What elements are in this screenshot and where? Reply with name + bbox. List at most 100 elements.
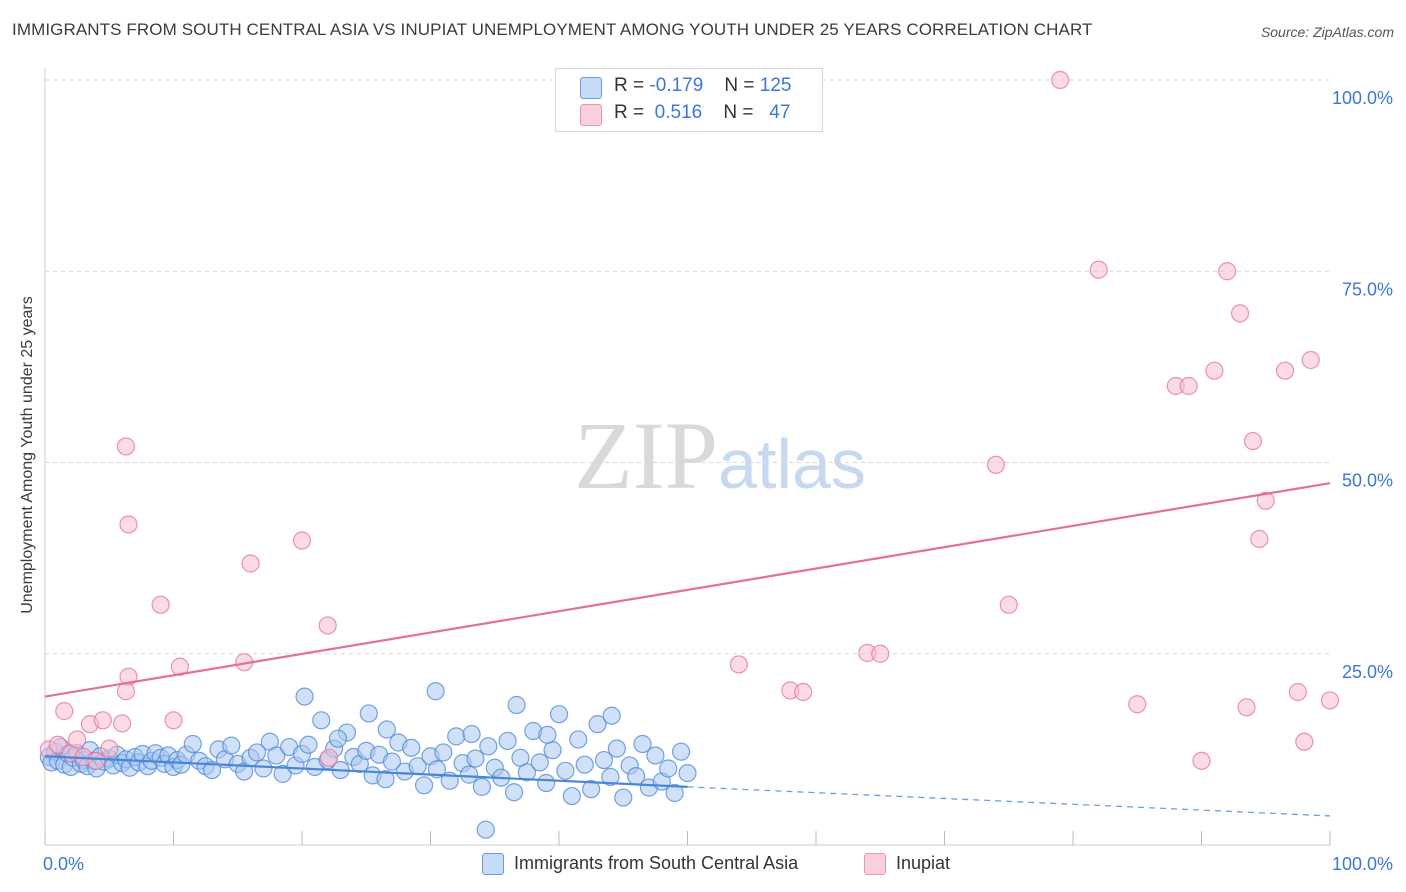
trend-line-1 (44, 482, 1331, 698)
data-point (116, 682, 136, 701)
y-tick-label-3: 25.0% (1342, 662, 1393, 682)
data-point (479, 737, 498, 756)
data-point (530, 753, 549, 772)
data-point (116, 437, 136, 456)
x-tick-label-start: 0.0% (43, 854, 84, 874)
trend-line-extension-0 (687, 786, 1331, 817)
series-label-inupiat: Inupiat (896, 853, 951, 873)
data-point (1205, 361, 1224, 380)
legend-swatch-blue (580, 77, 602, 99)
data-point (794, 682, 813, 702)
axes (44, 68, 1331, 846)
data-point (68, 730, 87, 749)
data-point (729, 655, 749, 674)
data-point (1230, 304, 1250, 323)
y-tick-label-0: 100.0% (1332, 88, 1393, 108)
data-point (562, 786, 581, 806)
data-point (112, 714, 132, 733)
data-point (164, 711, 183, 730)
data-point (614, 788, 633, 807)
data-point (359, 704, 378, 723)
data-point (472, 777, 491, 796)
data-points (39, 70, 1340, 839)
source-credit: Source: ZipAtlas.com (1260, 24, 1394, 40)
data-point (986, 455, 1006, 474)
data-point (462, 724, 481, 744)
series-swatch-pink (864, 853, 886, 875)
data-point (678, 763, 697, 783)
y-tick-label-1: 75.0% (1342, 279, 1393, 299)
data-point (318, 616, 337, 635)
data-point (556, 761, 575, 780)
data-point (87, 751, 106, 770)
data-point (1192, 751, 1211, 770)
data-point (267, 746, 286, 765)
data-point (55, 702, 74, 721)
data-point (1250, 529, 1269, 549)
legend-text-inupiat: R = 0.516 N = 47 (614, 102, 790, 124)
series-label-immigrants: Immigrants from South Central Asia (514, 853, 799, 873)
data-point (569, 730, 588, 749)
data-point (426, 682, 445, 701)
data-point (671, 742, 691, 761)
data-point (1243, 431, 1263, 451)
series-swatch-blue (482, 853, 504, 875)
data-point (222, 736, 241, 755)
series-legend: Immigrants from South Central Asia Inupi… (0, 852, 1406, 876)
data-point (312, 711, 331, 730)
gridlines (45, 79, 1330, 655)
correlation-legend: R = -0.179 N = 125 R = 0.516 N = 47 (555, 68, 823, 132)
data-point (382, 752, 402, 771)
data-point (549, 705, 569, 724)
r-value-inupiat: 0.516 (654, 102, 703, 123)
data-point (665, 783, 684, 803)
n-value-immigrants: 125 (759, 75, 792, 96)
data-point (1301, 350, 1320, 370)
data-point (459, 765, 479, 784)
data-point (582, 780, 601, 799)
data-point (1295, 732, 1314, 751)
data-point (538, 725, 557, 744)
r-label: R = (614, 75, 645, 96)
data-point (1128, 695, 1147, 714)
watermark-atlas: atlas (718, 425, 866, 503)
n-label: N = (723, 102, 754, 123)
data-point (1275, 361, 1295, 380)
series-points-0 (39, 682, 697, 839)
data-point (414, 776, 434, 795)
data-point (1179, 376, 1198, 396)
data-point (241, 554, 260, 573)
data-point (434, 743, 453, 762)
n-value-inupiat: 47 (769, 102, 791, 123)
data-point (543, 741, 562, 760)
data-point (100, 739, 119, 758)
data-point (588, 715, 607, 734)
legend-swatch-pink (580, 104, 602, 126)
data-point (1218, 262, 1237, 281)
data-point (601, 767, 620, 787)
r-value-immigrants: -0.179 (649, 75, 704, 96)
data-point (466, 749, 485, 768)
data-point (295, 687, 314, 706)
data-point (646, 746, 665, 765)
data-point (376, 770, 395, 789)
x-tick-label-end: 100.0% (1332, 854, 1393, 874)
data-point (319, 748, 339, 767)
y-tick-label-2: 50.0% (1342, 471, 1393, 491)
data-point (292, 531, 312, 550)
data-point (119, 515, 138, 534)
watermark: ZIPatlas (574, 402, 866, 509)
data-point (183, 734, 202, 754)
data-point (93, 711, 112, 730)
data-point (151, 595, 170, 614)
data-point (254, 759, 273, 778)
data-point (299, 735, 318, 754)
data-point (498, 731, 517, 751)
data-point (504, 783, 524, 802)
chart-title: IMMIGRANTS FROM SOUTH CENTRAL ASIA VS IN… (12, 20, 1093, 39)
r-label: R = (614, 102, 645, 123)
data-point (517, 763, 536, 782)
trend-line-0 (44, 755, 688, 788)
data-point (575, 755, 594, 774)
